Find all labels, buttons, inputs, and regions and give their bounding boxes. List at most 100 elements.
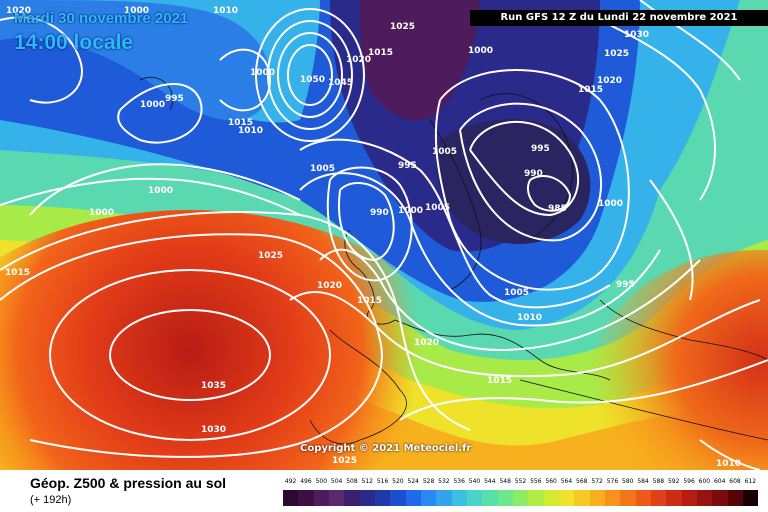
scale-swatch bbox=[528, 490, 544, 506]
scale-swatch bbox=[405, 490, 421, 506]
color-scale-labels: 492 496 500 504 508 512 516 520 524 528 532 536 540 5… bbox=[283, 478, 758, 488]
scale-label: 576 bbox=[606, 478, 619, 485]
scale-label: 588 bbox=[652, 478, 665, 485]
scale-label: 548 bbox=[499, 478, 511, 485]
isobar-label: 1005 bbox=[504, 288, 529, 298]
scale-swatch bbox=[482, 490, 498, 506]
scale-swatch bbox=[589, 490, 605, 506]
isobar-label: 1000 bbox=[250, 68, 275, 78]
forecast-date: Mardi 30 novembre 2021 bbox=[14, 10, 189, 27]
scale-label: 524 bbox=[407, 478, 419, 485]
isobar-label: 1015 bbox=[578, 85, 603, 95]
scale-label: 492 bbox=[284, 478, 297, 485]
scale-label: 580 bbox=[622, 478, 634, 485]
isobar-label: 1030 bbox=[201, 425, 226, 435]
scale-swatch bbox=[635, 490, 651, 506]
scale-label: 556 bbox=[530, 478, 542, 485]
isobar-label: 1010 bbox=[517, 313, 542, 323]
isobar-label: 1010 bbox=[238, 126, 263, 136]
scale-swatch bbox=[604, 490, 621, 506]
scale-swatch bbox=[696, 490, 713, 506]
isobar-label: 1030 bbox=[624, 30, 649, 40]
isobar-label: 1050 bbox=[300, 75, 325, 85]
isobar-label: 1005 bbox=[432, 147, 457, 157]
scale-swatch bbox=[451, 490, 467, 506]
isobar-label: 1010 bbox=[213, 6, 238, 16]
isobar-label: 1005 bbox=[425, 203, 450, 213]
eastern-ridge bbox=[590, 250, 768, 470]
scale-swatch bbox=[712, 490, 728, 506]
scale-label: 552 bbox=[514, 478, 527, 485]
scale-label: 540 bbox=[468, 478, 481, 485]
scale-swatch bbox=[313, 490, 329, 506]
isobar-label: 995 bbox=[616, 280, 635, 290]
scale-swatch bbox=[558, 490, 575, 506]
isobar-label: 1015 bbox=[487, 376, 512, 386]
scale-label: 612 bbox=[744, 478, 757, 485]
isobar-label: 1000 bbox=[148, 186, 173, 196]
scale-label: 496 bbox=[300, 478, 312, 485]
isobar-label: 1015 bbox=[5, 268, 30, 278]
scale-swatch bbox=[359, 490, 375, 506]
scale-label: 564 bbox=[560, 478, 573, 485]
band-528-north bbox=[0, 0, 270, 121]
scale-swatch bbox=[650, 490, 667, 506]
isobar-label: 1015 bbox=[368, 48, 393, 58]
scale-label: 528 bbox=[422, 478, 435, 485]
isobar-labels: 1020 1000 1010 1025 1030 1000 995 1000 1… bbox=[5, 6, 741, 469]
isobar-label: 1025 bbox=[258, 251, 283, 261]
isobars bbox=[0, 0, 768, 470]
scale-label: 596 bbox=[683, 478, 695, 485]
z500-pressure-map: 1020 1000 1010 1025 1030 1000 995 1000 1… bbox=[0, 0, 768, 470]
scale-swatch bbox=[283, 490, 299, 506]
scale-label: 584 bbox=[637, 478, 649, 485]
scale-swatch bbox=[328, 490, 345, 506]
isobar-label: 1020 bbox=[317, 281, 342, 291]
isobar-label: 1045 bbox=[328, 78, 353, 88]
copyright-notice: Copyright © 2021 Meteociel.fr bbox=[300, 443, 472, 454]
lead-time: (+ 192h) bbox=[30, 494, 72, 506]
isobar-label: 985 bbox=[548, 204, 567, 214]
scale-label: 608 bbox=[729, 478, 741, 485]
scale-swatch bbox=[390, 490, 406, 506]
scale-label: 520 bbox=[392, 478, 404, 485]
scale-label: 500 bbox=[315, 478, 328, 485]
scale-swatch bbox=[344, 490, 360, 506]
azores-ridge bbox=[0, 210, 450, 470]
isobar-label: 995 bbox=[531, 144, 550, 154]
isobar-label: 1000 bbox=[124, 6, 149, 16]
scale-label: 544 bbox=[484, 478, 496, 485]
isobar-label: 1005 bbox=[310, 164, 335, 174]
isobar-label: 1025 bbox=[390, 22, 415, 32]
scale-swatch bbox=[436, 490, 452, 506]
isobar-label: 1035 bbox=[201, 381, 226, 391]
scale-swatch bbox=[681, 490, 697, 506]
scale-label: 568 bbox=[576, 478, 588, 485]
scale-label: 508 bbox=[346, 478, 358, 485]
isobar-label: 995 bbox=[398, 161, 417, 171]
scale-label: 600 bbox=[698, 478, 711, 485]
isobar-label: 1020 bbox=[346, 55, 371, 65]
model-run-banner: Run GFS 12 Z du Lundi 22 novembre 2021 bbox=[470, 10, 768, 26]
scale-swatch bbox=[374, 490, 391, 506]
scale-swatch bbox=[466, 490, 483, 506]
scale-swatch bbox=[666, 490, 682, 506]
scale-label: 592 bbox=[667, 478, 680, 485]
scale-label: 516 bbox=[376, 478, 389, 485]
scale-swatch bbox=[298, 490, 314, 506]
isobar-label: 990 bbox=[524, 169, 543, 179]
isobar-label: 1000 bbox=[468, 46, 493, 56]
scale-swatch bbox=[512, 490, 529, 506]
isobar-label: 1020 bbox=[6, 6, 31, 16]
isobar-label: 995 bbox=[165, 94, 184, 104]
scale-label: 604 bbox=[713, 478, 726, 485]
scale-swatch bbox=[742, 490, 759, 506]
isobar-label: 1025 bbox=[604, 49, 629, 59]
isobar-label: 1015 bbox=[357, 296, 382, 306]
isobar-label: 1000 bbox=[398, 206, 423, 216]
scale-swatch bbox=[420, 490, 437, 506]
forecast-time: 14:00 locale bbox=[14, 31, 134, 54]
parameter-title: Géop. Z500 & pression au sol bbox=[30, 475, 227, 491]
scale-label: 532 bbox=[438, 478, 450, 485]
isobar-label: 1000 bbox=[598, 199, 623, 209]
